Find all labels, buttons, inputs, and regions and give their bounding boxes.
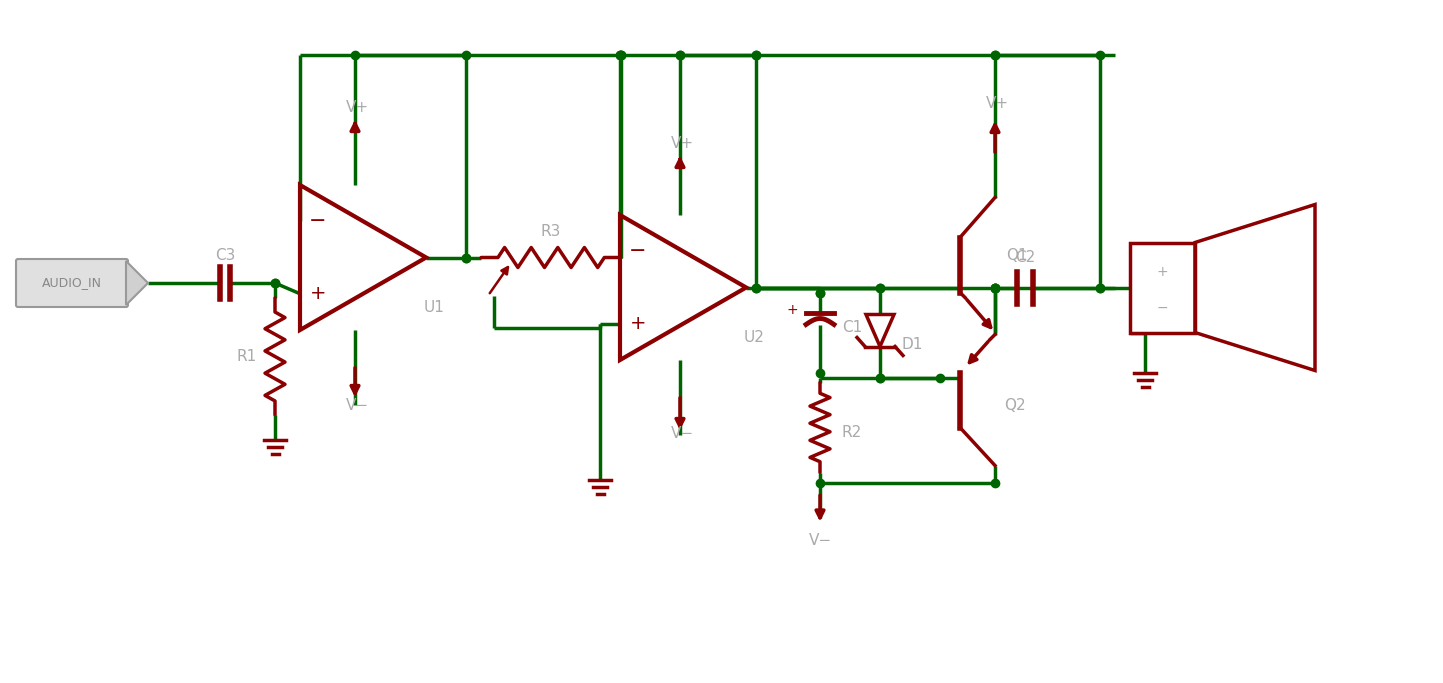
- Text: −: −: [309, 211, 326, 232]
- Text: C2: C2: [1014, 250, 1035, 265]
- Text: V−: V−: [671, 426, 694, 441]
- Text: R1: R1: [237, 349, 257, 364]
- Text: AUDIO_IN: AUDIO_IN: [42, 277, 102, 290]
- Text: V+: V+: [671, 135, 694, 150]
- Text: Q2: Q2: [1004, 398, 1026, 413]
- Text: +: +: [310, 284, 326, 303]
- Text: U1: U1: [424, 301, 444, 316]
- Text: C3: C3: [215, 247, 235, 262]
- Text: V+: V+: [986, 96, 1009, 111]
- Text: U2: U2: [743, 331, 765, 346]
- Polygon shape: [126, 261, 149, 305]
- Text: V+: V+: [345, 100, 368, 115]
- FancyBboxPatch shape: [16, 259, 128, 307]
- Text: R2: R2: [841, 425, 861, 440]
- Text: +: +: [1156, 264, 1167, 279]
- Text: V−: V−: [345, 398, 368, 413]
- Text: −: −: [1156, 301, 1167, 314]
- Text: C1: C1: [841, 320, 861, 335]
- Text: Q1: Q1: [1006, 247, 1027, 262]
- Text: +: +: [629, 314, 646, 333]
- Text: +: +: [786, 303, 798, 318]
- Text: D1: D1: [902, 337, 922, 352]
- Bar: [1130, 242, 1195, 333]
- Text: −: −: [629, 241, 646, 262]
- Text: R3: R3: [541, 224, 561, 239]
- Text: V−: V−: [808, 533, 831, 548]
